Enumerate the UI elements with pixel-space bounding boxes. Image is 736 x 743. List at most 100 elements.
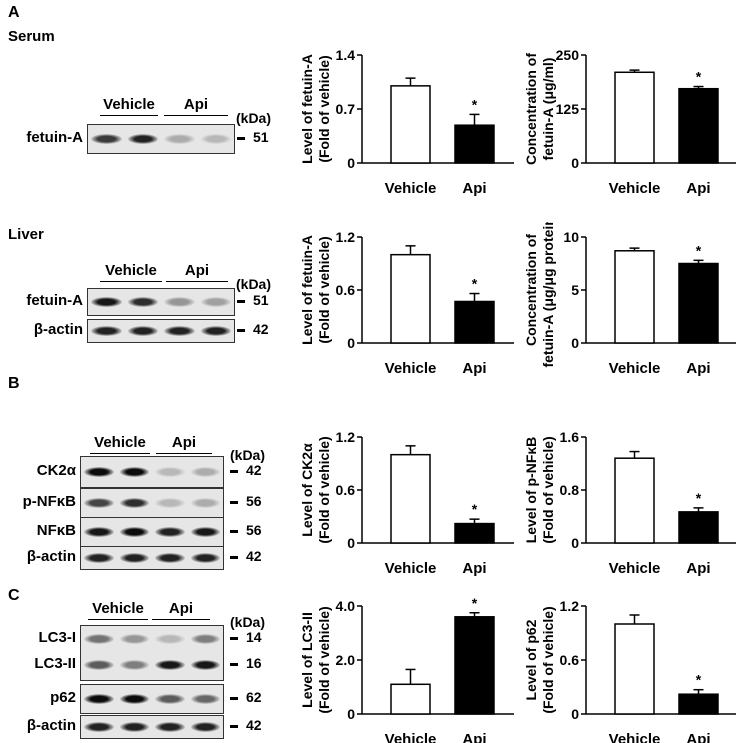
y-tick-label: 0 xyxy=(347,706,355,722)
y-tick-label: 0 xyxy=(571,155,579,171)
x-category-label: Api xyxy=(686,560,710,577)
bar-api xyxy=(454,300,495,344)
group-api: Api xyxy=(164,96,228,116)
bar-chart-8: 0 0.6 1.2 Level of p62(Fold of vehicle) Vehi… xyxy=(506,591,736,743)
blot-label-liver_actin: β-actin xyxy=(33,321,83,338)
blot-label-pnfkb: p-NFκB xyxy=(22,493,76,510)
y-tick-label: 250 xyxy=(556,47,580,63)
y-axis-label: Concentration offetuin-A (μg/ml) xyxy=(523,53,556,165)
y-tick-label: 0 xyxy=(571,535,579,551)
x-category-label: Api xyxy=(462,731,486,743)
y-tick-label: 1.2 xyxy=(336,229,356,245)
band xyxy=(155,467,185,477)
x-category-label: Api xyxy=(686,360,710,377)
band xyxy=(84,634,114,644)
section-serum: Serum xyxy=(8,28,55,45)
y-tick-label: 0.6 xyxy=(336,282,356,298)
group-vehicle: Vehicle xyxy=(100,262,162,282)
blot-ck2a xyxy=(80,456,224,488)
bar-chart-4: 0 5 10 Concentration offetuin-A (μg/μg prot… xyxy=(506,212,736,402)
mw-marker-pnfkb: 56 xyxy=(230,493,262,509)
y-axis-label-line: fetuin-A (μg/μg protein) xyxy=(540,222,556,368)
blot-label-ck2a: CK2α xyxy=(36,462,76,479)
bar-api xyxy=(678,693,719,715)
band xyxy=(119,694,149,704)
band xyxy=(119,527,149,537)
x-category-label: Vehicle xyxy=(385,360,437,377)
blot-label-nfkb: NFκB xyxy=(36,522,76,539)
band xyxy=(84,527,114,537)
y-tick-label: 0 xyxy=(347,155,355,171)
bar-vehicle xyxy=(614,250,655,344)
y-tick-label: 5 xyxy=(571,282,579,298)
band xyxy=(155,634,185,644)
blot-lc3i xyxy=(80,625,224,681)
significance-marker: * xyxy=(472,501,478,517)
bar-chart-1: 0 0.7 1.4 Level of fetuin-A(Fold of vehicle… xyxy=(282,40,522,220)
x-category-label: Api xyxy=(686,731,710,743)
y-tick-label: 1.2 xyxy=(336,429,356,445)
y-axis-label-line: (Fold of vehicle) xyxy=(316,436,332,543)
significance-marker: * xyxy=(696,242,702,258)
blot-liver_fetuin xyxy=(87,288,235,316)
section-liver: Liver xyxy=(8,226,44,243)
band xyxy=(91,326,122,336)
mw-marker-liver_fetuin: 51 xyxy=(237,292,269,308)
x-category-label: Vehicle xyxy=(609,731,661,743)
band xyxy=(155,694,185,704)
band xyxy=(200,326,231,336)
bar-vehicle xyxy=(614,623,655,715)
group-api: Api xyxy=(156,434,212,454)
bar-vehicle xyxy=(390,85,431,164)
y-axis-label-line: Level of fetuin-A xyxy=(299,235,315,345)
y-tick-label: 0.6 xyxy=(336,482,356,498)
y-axis-label-line: Concentration of xyxy=(523,53,539,165)
group-api: Api xyxy=(152,600,210,620)
y-axis-label-line: (Fold of vehicle) xyxy=(316,606,332,713)
band xyxy=(190,634,220,644)
mw-marker-lc3ii: 16 xyxy=(230,655,262,671)
group-vehicle: Vehicle xyxy=(90,434,150,454)
band xyxy=(127,326,158,336)
band xyxy=(84,660,114,670)
band xyxy=(119,722,149,732)
significance-marker: * xyxy=(696,69,702,85)
x-category-label: Vehicle xyxy=(385,560,437,577)
band xyxy=(164,297,195,307)
significance-marker: * xyxy=(472,276,478,292)
bar-api xyxy=(454,522,495,544)
y-axis-label: Level of fetuin-A(Fold of vehicle) xyxy=(299,235,332,345)
kda-label: (kDa) xyxy=(230,614,266,630)
group-vehicle: Vehicle xyxy=(88,600,148,620)
band xyxy=(155,527,185,537)
y-axis-label-line: (Fold of vehicle) xyxy=(540,436,556,543)
y-axis-label-line: Level of p-NFκB xyxy=(523,437,539,544)
y-axis-label: Concentration offetuin-A (μg/μg protein) xyxy=(523,222,556,368)
blot-label-b_actin: β-actin xyxy=(26,548,76,565)
band xyxy=(127,134,158,144)
blot-serum_fetuin xyxy=(87,124,235,154)
mw-marker-b_actin: 42 xyxy=(230,548,262,564)
y-tick-label: 1.2 xyxy=(560,598,580,614)
band xyxy=(155,722,185,732)
bar-vehicle xyxy=(390,453,431,544)
y-axis-label: Level of p-NFκB(Fold of vehicle) xyxy=(523,436,556,543)
y-tick-label: 125 xyxy=(556,101,580,117)
y-axis-label-line: (Fold of vehicle) xyxy=(540,606,556,713)
band xyxy=(84,467,114,477)
bar-vehicle xyxy=(390,253,431,344)
y-tick-label: 1.4 xyxy=(336,47,356,63)
band xyxy=(155,553,185,563)
y-tick-label: 0 xyxy=(571,706,579,722)
bar-api xyxy=(454,616,495,715)
bar-chart-5: 0 0.6 1.2 Level of CK2α(Fold of vehicle) Veh… xyxy=(282,422,522,602)
band xyxy=(119,553,149,563)
mw-marker-p62: 62 xyxy=(230,689,262,705)
bar-chart-2: 0 125 250 Concentration offetuin-A (μg/ml) V… xyxy=(506,40,736,220)
band xyxy=(84,694,114,704)
y-tick-label: 2.0 xyxy=(336,652,356,668)
kda-label: (kDa) xyxy=(236,276,272,292)
y-axis-label: Level of p62(Fold of vehicle) xyxy=(523,606,556,713)
significance-marker: * xyxy=(472,96,478,112)
